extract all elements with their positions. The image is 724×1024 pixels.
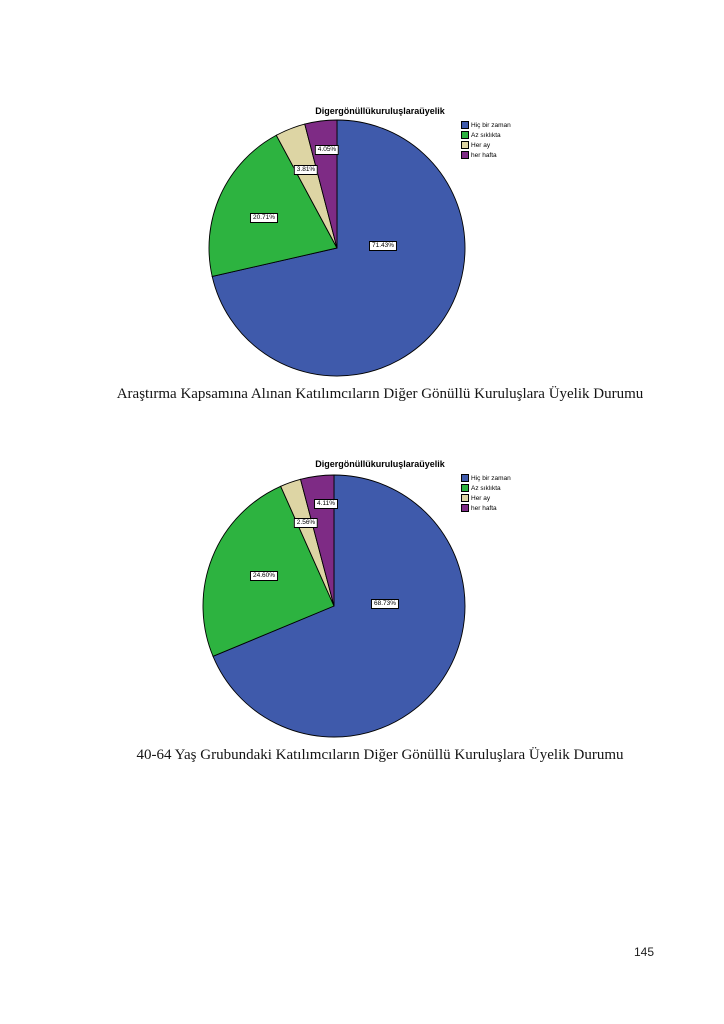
- legend-item: Her ay: [461, 141, 511, 149]
- pie2-title: Digergönüllükuruluşlaraüyelik: [315, 459, 445, 469]
- legend-swatch-cream: [461, 494, 469, 502]
- legend-label: Her ay: [471, 494, 491, 502]
- pie-slice-1: [208, 134, 338, 278]
- legend-item: Hiç bir zaman: [461, 121, 511, 129]
- legend-label: her hafta: [471, 504, 497, 512]
- pie1-title: Digergönüllükuruluşlaraüyelik: [315, 106, 445, 116]
- legend-swatch-blue: [461, 474, 469, 482]
- pie1-label-hic-bir-zaman: 71.43%: [368, 241, 398, 251]
- legend-label: Hiç bir zaman: [471, 121, 511, 129]
- pie2-label-az-siklikta: 24.60%: [249, 571, 279, 581]
- legend-item: her hafta: [461, 151, 511, 159]
- legend-swatch-purple: [461, 504, 469, 512]
- pie2-label-her-hafta: 4.11%: [314, 499, 338, 509]
- legend-item: her hafta: [461, 504, 511, 512]
- figure1-caption: Araştırma Kapsamına Alınan Katılımcıları…: [116, 386, 644, 402]
- legend-label: Hiç bir zaman: [471, 474, 511, 482]
- legend-label: Her ay: [471, 141, 491, 149]
- pie1-label-her-hafta: 4.05%: [314, 145, 340, 155]
- pie1-legend: Hiç bir zaman Az sıklıkta Her ay her haf…: [461, 121, 511, 159]
- pie-slice-0: [211, 119, 466, 377]
- legend-item: Hiç bir zaman: [461, 474, 511, 482]
- legend-swatch-purple: [461, 151, 469, 159]
- legend-label: her hafta: [471, 151, 497, 159]
- pie-slice-0: [212, 474, 466, 738]
- pie2-legend: Hiç bir zaman Az sıklıkta Her ay her haf…: [461, 474, 511, 512]
- legend-swatch-cream: [461, 141, 469, 149]
- pie1-label-az-siklikta: 20.71%: [249, 213, 279, 223]
- pie1-label-her-ay: 3.81%: [293, 165, 319, 175]
- legend-swatch-green: [461, 131, 469, 139]
- figure2-caption: 40-64 Yaş Grubundaki Katılımcıların Diğe…: [136, 747, 624, 763]
- pie-chart-40-64: [202, 474, 466, 738]
- legend-item: Az sıklıkta: [461, 484, 511, 492]
- legend-item: Az sıklıkta: [461, 131, 511, 139]
- legend-label: Az sıklıkta: [471, 131, 501, 139]
- pie2-label-hic-bir-zaman: 68.73%: [370, 599, 400, 609]
- pie-chart-overall: [208, 119, 466, 377]
- page-number: 145: [633, 945, 654, 959]
- legend-label: Az sıklıkta: [471, 484, 501, 492]
- legend-swatch-green: [461, 484, 469, 492]
- legend-item: Her ay: [461, 494, 511, 502]
- legend-swatch-blue: [461, 121, 469, 129]
- pie2-label-her-ay: 2.56%: [293, 518, 319, 528]
